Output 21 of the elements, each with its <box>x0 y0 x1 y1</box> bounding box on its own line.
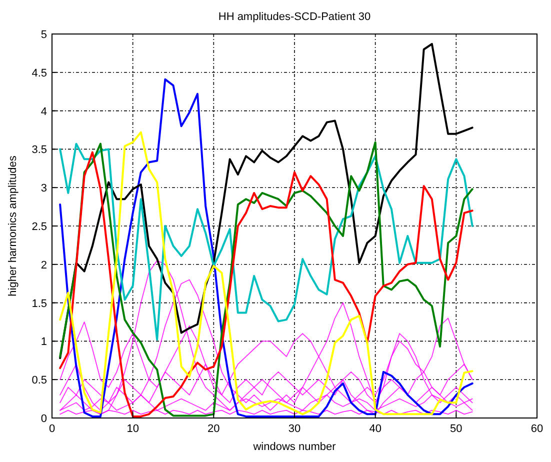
y-tick-label: 4 <box>40 106 47 118</box>
chart-title: HH amplitudes-SCD-Patient 30 <box>218 11 371 23</box>
y-tick-label: 2 <box>40 259 47 272</box>
x-tick-label: 10 <box>126 423 139 435</box>
y-tick-label: 1.5 <box>32 298 47 310</box>
y-tick-label: 0 <box>40 413 47 425</box>
y-tick-label: 3.5 <box>32 144 47 156</box>
y-tick-label: 5 <box>40 29 47 41</box>
x-tick-label: 20 <box>208 423 220 435</box>
y-tick-label: 4.5 <box>32 67 47 80</box>
x-tick-label: 50 <box>450 423 462 435</box>
y-tick-label: 0.5 <box>32 374 47 387</box>
x-tick-label: 40 <box>369 423 382 435</box>
x-axis-title: windows number <box>252 441 336 453</box>
y-tick-label: 3 <box>40 182 47 195</box>
y-axis-title: higher harmonics amplitudes <box>7 155 19 296</box>
y-tick-label: 2.5 <box>32 221 47 233</box>
x-tick-label: 30 <box>288 423 301 435</box>
x-tick-label: 60 <box>530 423 544 435</box>
x-tick-label: 0 <box>48 423 56 435</box>
y-tick-label: 1 <box>40 336 47 348</box>
